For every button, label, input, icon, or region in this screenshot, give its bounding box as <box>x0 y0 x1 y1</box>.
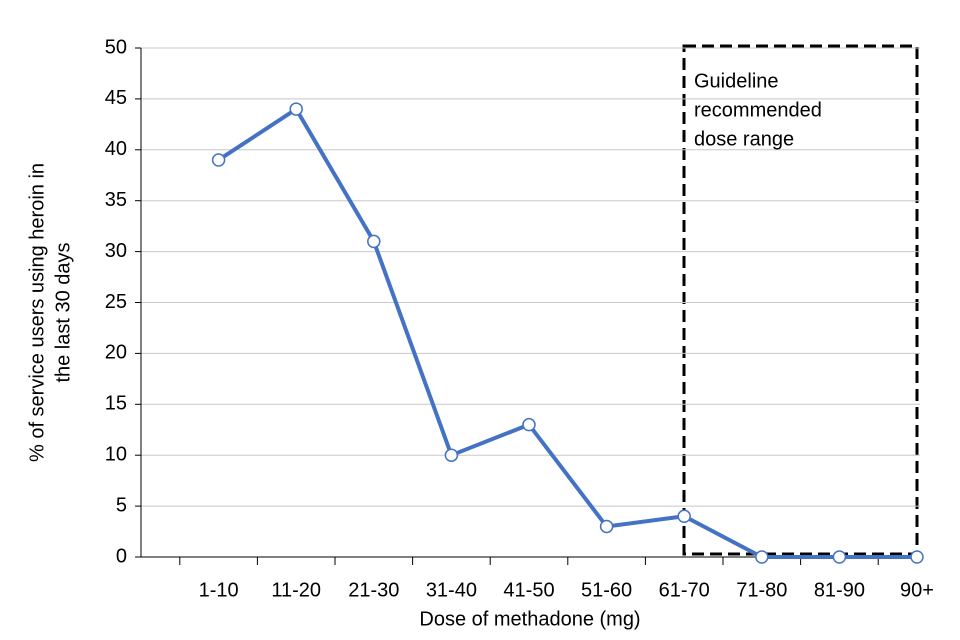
series-line <box>217 107 917 559</box>
y-tick-label: 15 <box>105 393 127 415</box>
x-tick-label: 41-50 <box>503 579 554 601</box>
marker <box>289 102 303 116</box>
marker <box>677 509 691 524</box>
y-tick-label: 50 <box>105 36 127 58</box>
marker <box>367 234 381 249</box>
y-tick-label: 5 <box>116 494 127 516</box>
y-tick-label: 40 <box>105 138 127 160</box>
x-tick-label: 51-60 <box>581 579 632 601</box>
marker <box>444 448 459 462</box>
y-tick-label: 30 <box>105 240 127 262</box>
x-tick-label: 71-80 <box>736 579 787 601</box>
x-tick-label: 61-70 <box>659 579 710 601</box>
marker <box>522 417 536 432</box>
y-tick-label: 25 <box>105 291 127 313</box>
x-tick-label: 11-20 <box>271 579 321 601</box>
y-tick-label: 0 <box>116 545 127 567</box>
x-tick-label: 21-30 <box>348 579 399 601</box>
annotation: Guideline <box>694 70 779 92</box>
annotation: recommended <box>694 99 822 121</box>
y-tick-label: 45 <box>105 87 127 109</box>
marker <box>910 550 924 564</box>
y-tick-label: 20 <box>105 342 127 364</box>
y-tick-label: 35 <box>105 189 127 211</box>
x-tick-label: 31-40 <box>426 579 477 601</box>
marker <box>832 550 847 564</box>
y-axis-title: the last 30 days <box>52 242 74 382</box>
x-tick-label: 81-90 <box>814 579 865 601</box>
guideline-box <box>682 44 919 556</box>
x-tick-label: 1-10 <box>199 579 239 601</box>
marker <box>599 519 614 534</box>
x-axis-title: Dose of methadone (mg) <box>419 608 640 630</box>
y-axis-title: % of service users using heroin in <box>26 163 48 462</box>
x-tick-label: 90+ <box>900 579 934 601</box>
marker <box>211 153 226 167</box>
marker <box>755 550 769 564</box>
annotation: dose range <box>694 128 794 150</box>
y-tick-label: 10 <box>105 443 127 465</box>
